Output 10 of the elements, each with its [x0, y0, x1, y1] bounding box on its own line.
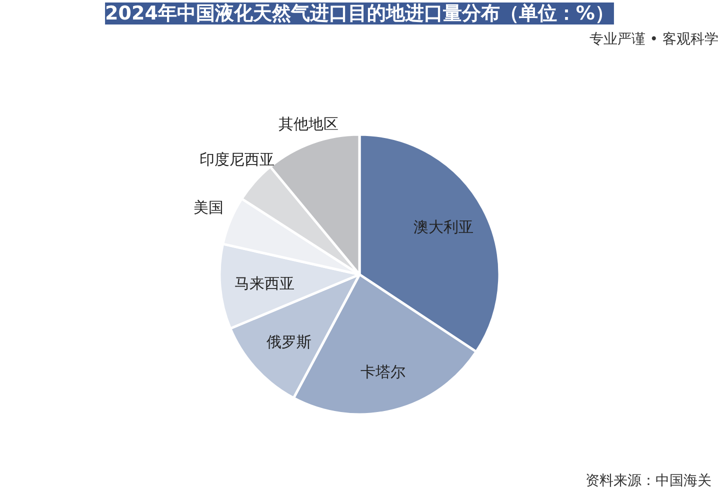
slice-label: 俄罗斯 [266, 333, 312, 352]
text: 专业严谨 • 客观科学 [589, 32, 718, 48]
slice-label: 其他地区 [278, 115, 338, 134]
slice-label: 美国 [193, 198, 224, 217]
chart-title: 2024年中国液化天然气进口目的地进口量分布（单位：%） [105, 2, 614, 24]
slice-label: 马来西亚 [234, 274, 295, 292]
slice-label: 印度尼西亚 [199, 150, 274, 169]
slice-label: 卡塔尔 [360, 363, 406, 382]
text: 资料来源：中国海关 [586, 473, 712, 490]
slice-label: 澳大利亚 [413, 218, 474, 236]
